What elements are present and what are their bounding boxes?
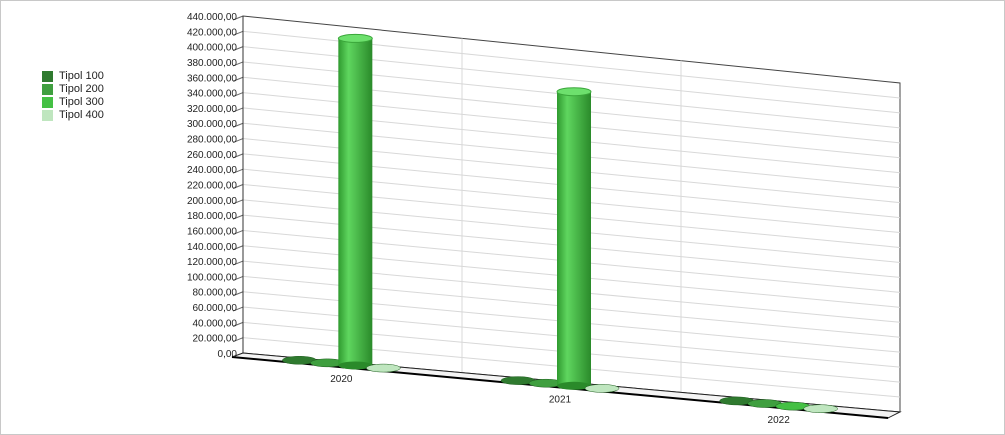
y-tick-mark — [232, 291, 244, 297]
y-tick-mark — [232, 153, 244, 159]
legend-label: Tipol 300 — [59, 96, 104, 108]
legend-swatch — [42, 84, 53, 95]
bar-base — [557, 381, 591, 390]
y-tick-label: 140.000,00 — [187, 242, 237, 253]
y-tick-mark — [232, 214, 244, 220]
y-tick-mark — [232, 61, 244, 67]
bar — [803, 404, 838, 413]
legend-item: Tipol 100 — [42, 70, 104, 83]
y-tick-label: 340.000,00 — [187, 89, 237, 100]
y-tick-label: 320.000,00 — [187, 104, 237, 115]
y-tick-label: 380.000,00 — [187, 58, 237, 69]
legend-label: Tipol 200 — [59, 83, 104, 95]
y-tick-mark — [232, 15, 244, 21]
y-tick-label: 20.000,00 — [193, 334, 238, 345]
y-tick-label: 40.000,00 — [193, 318, 238, 329]
y-tick-label: 100.000,00 — [187, 272, 237, 283]
legend-label: Tipol 400 — [59, 109, 104, 121]
y-tick-label: 240.000,00 — [187, 165, 237, 176]
bar — [366, 363, 401, 373]
legend-swatch — [42, 71, 53, 82]
y-tick-mark — [232, 46, 244, 52]
y-tick-label: 180.000,00 — [187, 211, 237, 222]
legend-swatch — [42, 97, 53, 108]
y-tick-mark — [232, 138, 244, 144]
legend-item: Tipol 300 — [42, 96, 104, 109]
bar — [556, 87, 592, 390]
bar-disc — [803, 404, 838, 413]
labels-layer: 0,00 20.000,00 40.000,00 60.000,00 80.000,00… — [187, 12, 790, 426]
y-tick-mark — [232, 92, 244, 98]
legend-item: Tipol 200 — [42, 83, 104, 96]
y-tick-mark — [232, 229, 244, 235]
y-tick-label: 420.000,00 — [187, 27, 237, 38]
y-tick-label: 360.000,00 — [187, 73, 237, 84]
y-tick-mark — [232, 321, 244, 327]
y-tick-mark — [232, 306, 244, 312]
y-tick-label: 440.000,00 — [187, 12, 237, 23]
legend-label: Tipol 100 — [59, 70, 104, 82]
bars-layer — [282, 33, 838, 413]
y-tick-mark — [232, 168, 244, 174]
y-tick-label: 260.000,00 — [187, 150, 237, 161]
y-tick-label: 120.000,00 — [187, 257, 237, 268]
y-tick-mark — [232, 275, 244, 281]
y-tick-label: 400.000,00 — [187, 43, 237, 54]
bar — [584, 384, 620, 393]
legend-item: Tipol 400 — [42, 109, 104, 122]
x-tick-label: 2021 — [549, 395, 572, 406]
y-tick-label: 60.000,00 — [193, 303, 238, 314]
y-tick-mark — [232, 199, 244, 205]
bar-top — [556, 87, 592, 97]
bar — [337, 33, 373, 370]
y-tick-mark — [232, 30, 244, 36]
y-tick-mark — [232, 76, 244, 82]
y-tick-mark — [232, 107, 244, 113]
y-tick-label: 200.000,00 — [187, 196, 237, 207]
y-tick-mark — [232, 245, 244, 251]
x-tick-label: 2022 — [768, 415, 791, 426]
y-tick-mark — [232, 260, 244, 266]
y-tick-label: 80.000,00 — [193, 288, 238, 299]
y-tick-label: 280.000,00 — [187, 135, 237, 146]
bar-disc — [584, 384, 620, 393]
bar-body — [338, 38, 373, 366]
legend-swatch — [42, 110, 53, 121]
y-tick-label: 300.000,00 — [187, 119, 237, 130]
bar-disc — [366, 363, 401, 373]
x-tick-label: 2020 — [330, 374, 353, 385]
y-tick-label: 160.000,00 — [187, 226, 237, 237]
y-tick-label: 220.000,00 — [187, 181, 237, 192]
chart-legend: Tipol 100 Tipol 200 Tipol 300 Tipol 400 — [42, 70, 104, 122]
bar-base — [338, 361, 373, 370]
bar-top — [337, 33, 373, 43]
y-tick-mark — [232, 337, 244, 343]
y-tick-mark — [232, 122, 244, 128]
y-tick-mark — [232, 184, 244, 189]
bar-body — [557, 91, 591, 386]
y-tick-label: 0,00 — [218, 349, 238, 360]
